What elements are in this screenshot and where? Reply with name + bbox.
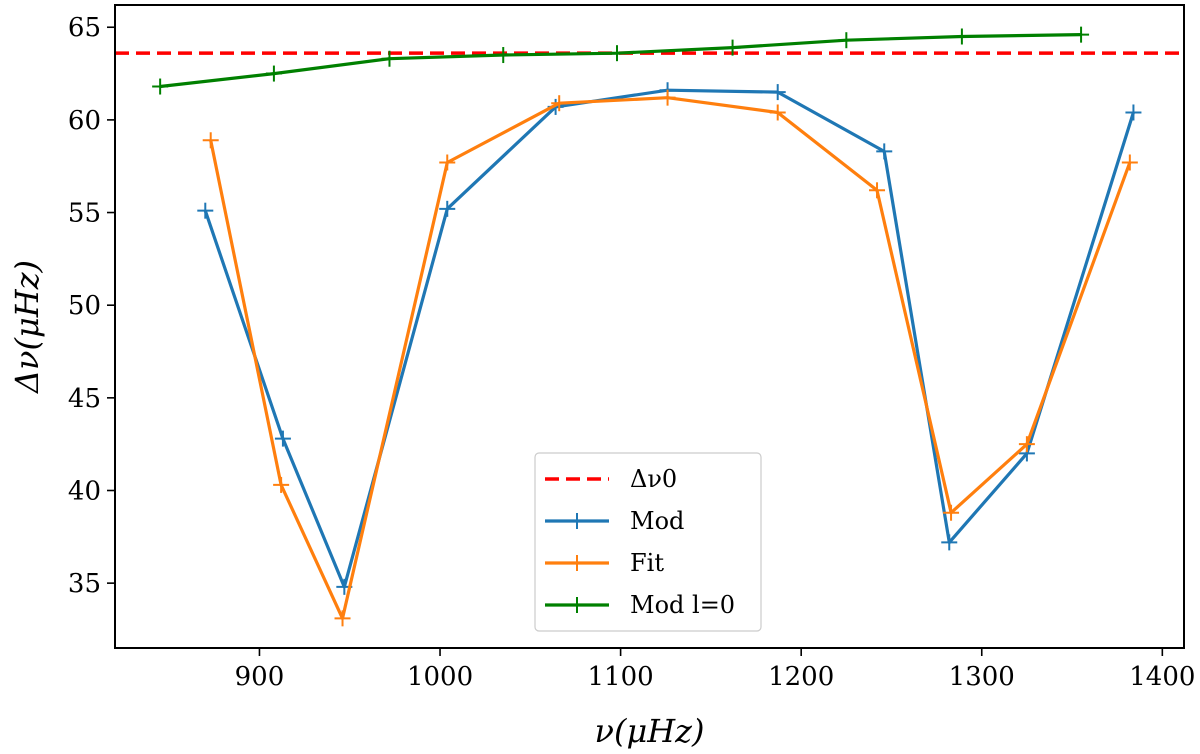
data-point-fit (334, 610, 351, 627)
legend-item-mod: Mod (545, 507, 684, 535)
data-point-fit (439, 154, 456, 171)
legend-label: Fit (630, 549, 664, 577)
data-point-mod-l-0 (495, 47, 512, 64)
data-point-mod (941, 534, 958, 551)
y-tick-label: 45 (68, 384, 101, 414)
data-point-fit (943, 504, 960, 521)
x-axis: 900 1000 1100 1200 1300 1400 (235, 648, 1195, 692)
plot-frame (114, 4, 1185, 649)
legend-item--0: Δν0 (545, 465, 677, 493)
data-point-fit (202, 132, 219, 149)
data-point-mod (197, 202, 214, 219)
data-point-fit (769, 104, 786, 121)
data-point-mod-l-0 (265, 65, 282, 82)
y-tick-label: 35 (68, 569, 101, 599)
legend-item-mod-l-0: Mod l=0 (545, 591, 735, 619)
legend-label: Mod (630, 507, 684, 535)
data-point-mod-l-0 (381, 50, 398, 67)
data-point-mod-l-0 (608, 45, 625, 62)
legend-item-fit: Fit (545, 549, 664, 577)
y-tick-label: 65 (68, 13, 101, 43)
data-point-fit (1121, 154, 1138, 171)
data-point-fit (273, 476, 290, 493)
x-tick-label: 1100 (588, 662, 654, 692)
data-point-mod (274, 430, 291, 447)
data-point-mod (1125, 104, 1142, 121)
data-point-mod-l-0 (1073, 26, 1090, 43)
data-point-mod (769, 84, 786, 101)
legend-label: Δν0 (630, 465, 677, 493)
x-tick-label: 900 (235, 662, 285, 692)
legend: Δν0 Mod Fit Mod l=0 (534, 452, 762, 632)
series-layer (152, 26, 1142, 627)
x-tick-label: 1000 (407, 662, 473, 692)
data-point-fit (659, 89, 676, 106)
y-axis-label: Δν(μHz) (8, 260, 46, 395)
y-tick-label: 40 (68, 476, 101, 506)
y-tick-label: 60 (68, 106, 101, 136)
x-axis-label: ν(μHz) (595, 712, 705, 750)
x-tick-label: 1300 (949, 662, 1015, 692)
y-tick-label: 50 (68, 291, 101, 321)
data-point-fit (1018, 436, 1035, 453)
data-point-fit (551, 95, 568, 112)
data-point-mod-l-0 (152, 78, 169, 95)
data-point-fit (869, 182, 886, 199)
x-tick-label: 1200 (768, 662, 834, 692)
data-point-mod (876, 143, 893, 160)
data-point-mod-l-0 (724, 39, 741, 56)
legend-label: Mod l=0 (630, 591, 735, 619)
y-tick-label: 55 (68, 199, 101, 229)
data-point-mod-l-0 (953, 28, 970, 45)
y-axis: 35 40 45 50 55 60 65 (68, 13, 115, 599)
data-point-mod (439, 200, 456, 217)
x-tick-label: 1400 (1129, 662, 1195, 692)
legend-box (534, 452, 762, 632)
data-point-mod-l-0 (838, 32, 855, 49)
series-line-mod-l-0 (159, 33, 1082, 89)
